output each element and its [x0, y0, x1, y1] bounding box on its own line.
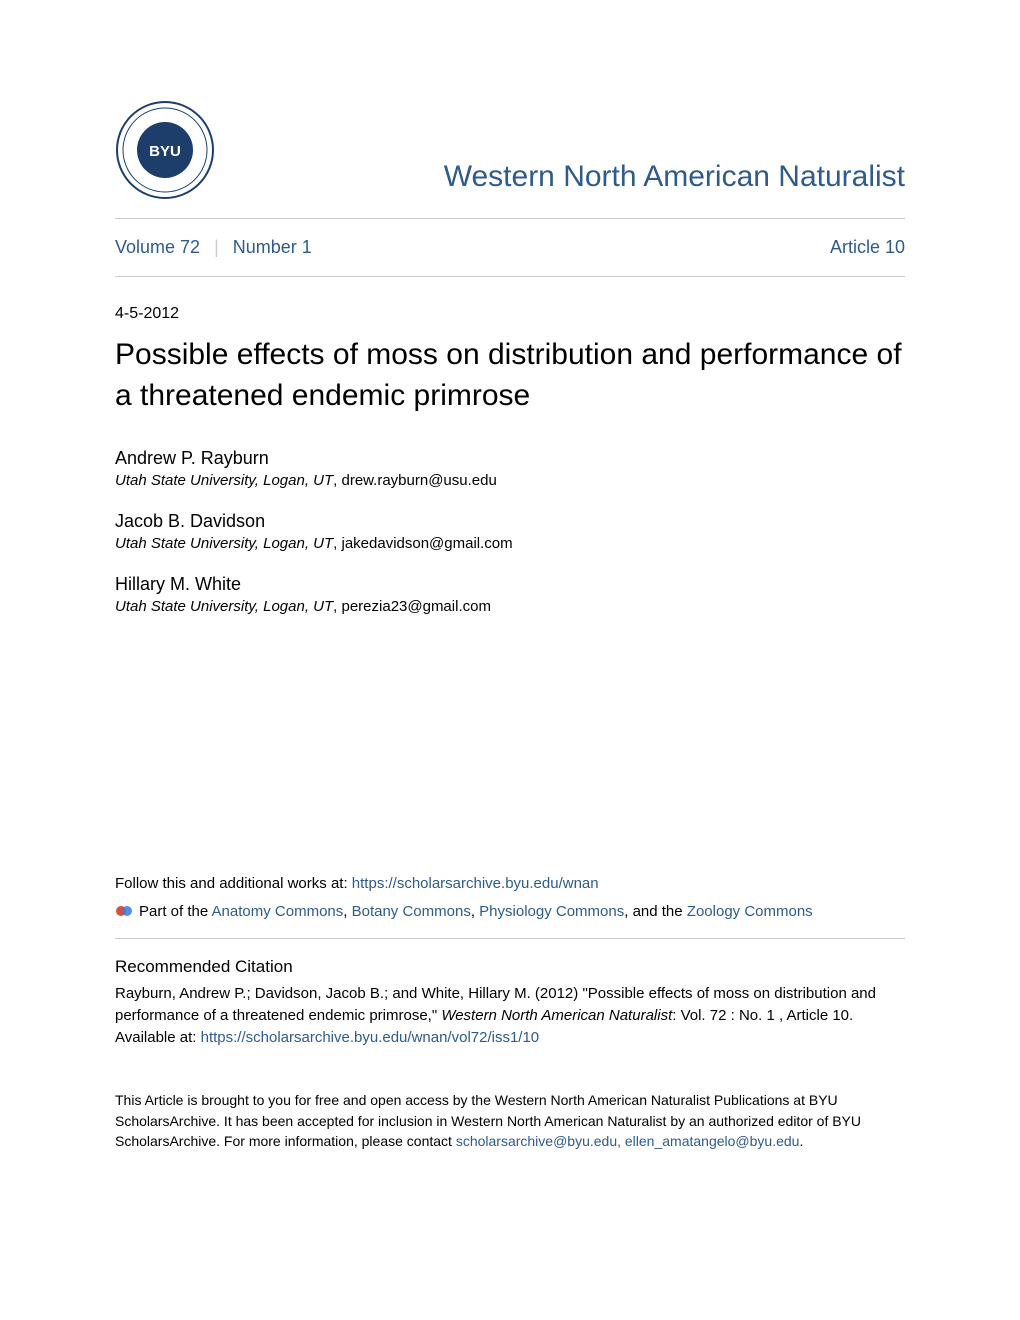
author-affiliation: Utah State University, Logan, UT, perezi…: [115, 598, 905, 615]
header: BYU Western North American Naturalist: [115, 100, 905, 200]
archive-link[interactable]: https://scholarsarchive.byu.edu/wnan: [352, 875, 599, 892]
commons-row: Part of the Anatomy Commons, Botany Comm…: [115, 902, 905, 920]
publication-date: 4-5-2012: [115, 305, 905, 323]
byu-seal-icon: BYU: [115, 100, 215, 200]
citation-heading: Recommended Citation: [115, 957, 905, 977]
author-affiliation: Utah State University, Logan, UT, drew.r…: [115, 472, 905, 489]
byu-logo: BYU: [115, 100, 215, 200]
article-title: Possible effects of moss on distribution…: [115, 335, 905, 416]
commons-icon: [115, 902, 133, 920]
contact-link[interactable]: scholarsarchive@byu.edu, ellen_amatangel…: [456, 1133, 800, 1149]
issue-bar: Volume 72 | Number 1 Article 10: [115, 219, 905, 276]
author-affiliation: Utah State University, Logan, UT, jakeda…: [115, 535, 905, 552]
journal-title[interactable]: Western North American Naturalist: [444, 160, 905, 200]
number-link[interactable]: Number 1: [233, 237, 312, 258]
citation-text: Rayburn, Andrew P.; Davidson, Jacob B.; …: [115, 983, 905, 1048]
commons-link[interactable]: Anatomy Commons: [212, 903, 344, 920]
author-block: Jacob B. Davidson Utah State University,…: [115, 511, 905, 552]
volume-link[interactable]: Volume 72: [115, 237, 200, 258]
commons-link[interactable]: Botany Commons: [352, 903, 471, 920]
author-block: Andrew P. Rayburn Utah State University,…: [115, 448, 905, 489]
separator: |: [214, 237, 219, 258]
commons-link[interactable]: Zoology Commons: [687, 903, 813, 920]
svg-text:BYU: BYU: [149, 143, 181, 160]
footer-text: This Article is brought to you for free …: [115, 1090, 905, 1151]
citation-url[interactable]: https://scholarsarchive.byu.edu/wnan/vol…: [201, 1029, 540, 1046]
follow-section: Follow this and additional works at: htt…: [115, 875, 905, 920]
follow-text: Follow this and additional works at: htt…: [115, 875, 905, 892]
article-link[interactable]: Article 10: [830, 237, 905, 258]
issue-left: Volume 72 | Number 1: [115, 237, 312, 258]
author-block: Hillary M. White Utah State University, …: [115, 574, 905, 615]
commons-link[interactable]: Physiology Commons: [479, 903, 624, 920]
author-name: Hillary M. White: [115, 574, 905, 595]
citation-section: Recommended Citation Rayburn, Andrew P.;…: [115, 957, 905, 1048]
commons-text: Part of the Anatomy Commons, Botany Comm…: [139, 903, 813, 920]
divider: [115, 276, 905, 277]
author-name: Jacob B. Davidson: [115, 511, 905, 532]
divider: [115, 938, 905, 939]
author-name: Andrew P. Rayburn: [115, 448, 905, 469]
